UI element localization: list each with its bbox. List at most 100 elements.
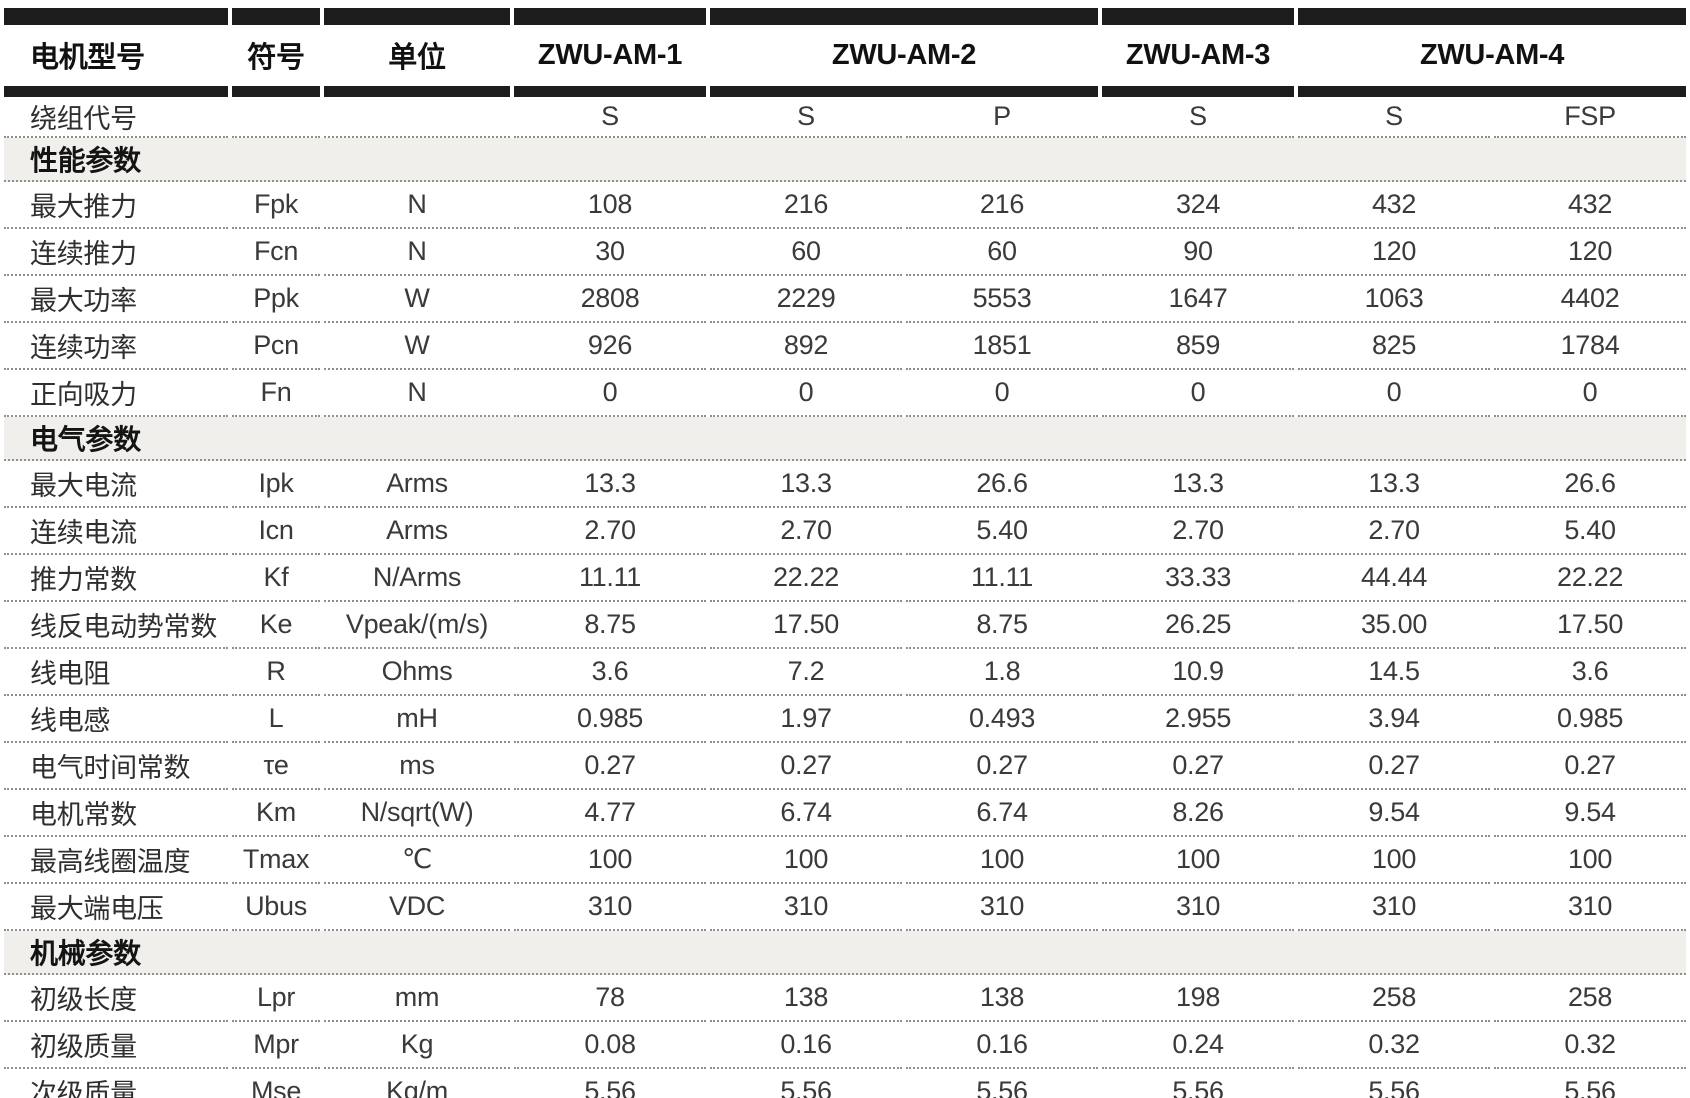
parameter-value: 17.50 — [710, 602, 902, 649]
winding-code-value: S — [710, 97, 902, 138]
section-title: 性能参数 — [4, 138, 1687, 182]
winding-code-value: S — [1298, 97, 1491, 138]
section-row: 性能参数 — [4, 138, 1687, 182]
parameter-value: 3.6 — [1494, 649, 1687, 696]
parameter-unit: ℃ — [324, 837, 510, 884]
parameter-row: 次级质量 Mse Kg/m 5.56 5.56 5.56 5.56 5.56 5.56 — [4, 1069, 1687, 1098]
column-header-unit: 单位 — [324, 8, 510, 97]
parameter-value: 78 — [514, 975, 706, 1022]
parameter-value: 2229 — [710, 276, 902, 323]
parameter-label: 连续功率 — [4, 323, 228, 370]
parameter-label: 线电阻 — [4, 649, 228, 696]
parameter-value: 0.16 — [710, 1022, 902, 1069]
parameter-value: 8.75 — [906, 602, 1099, 649]
parameter-unit: mH — [324, 696, 510, 743]
parameter-value: 120 — [1298, 229, 1491, 276]
parameter-value: 892 — [710, 323, 902, 370]
parameter-value: 8.75 — [514, 602, 706, 649]
parameter-value: 100 — [514, 837, 706, 884]
parameter-value: 13.3 — [710, 461, 902, 508]
parameter-value: 0.27 — [1102, 743, 1295, 790]
column-header-model: 电机型号 — [4, 8, 228, 97]
parameter-value: 1851 — [906, 323, 1099, 370]
parameter-value: 100 — [1494, 837, 1687, 884]
parameter-row: 初级质量 Mpr Kg 0.08 0.16 0.16 0.24 0.32 0.32 — [4, 1022, 1687, 1069]
parameter-label: 线反电动势常数 — [4, 602, 228, 649]
parameter-value: 9.54 — [1298, 790, 1491, 837]
parameter-value: 0.32 — [1494, 1022, 1687, 1069]
parameter-value: 26.25 — [1102, 602, 1295, 649]
parameter-value: 3.6 — [514, 649, 706, 696]
parameter-value: 100 — [1298, 837, 1491, 884]
parameter-value: 310 — [514, 884, 706, 931]
parameter-value: 26.6 — [906, 461, 1099, 508]
winding-code-value: S — [514, 97, 706, 138]
parameter-row: 线电阻 R Ohms 3.6 7.2 1.8 10.9 14.5 3.6 — [4, 649, 1687, 696]
parameter-value: 14.5 — [1298, 649, 1491, 696]
parameter-symbol: Fn — [232, 370, 320, 417]
parameter-unit: ms — [324, 743, 510, 790]
parameter-value: 5.40 — [1494, 508, 1687, 555]
parameter-value: 2808 — [514, 276, 706, 323]
parameter-row: 最高线圈温度 Tmax ℃ 100 100 100 100 100 100 — [4, 837, 1687, 884]
parameter-symbol: Ipk — [232, 461, 320, 508]
parameter-symbol: Tmax — [232, 837, 320, 884]
parameter-value: 2.70 — [1298, 508, 1491, 555]
parameter-label: 电气时间常数 — [4, 743, 228, 790]
parameter-symbol: τe — [232, 743, 320, 790]
parameter-value: 4402 — [1494, 276, 1687, 323]
winding-code-value: S — [1102, 97, 1295, 138]
section-title: 电气参数 — [4, 417, 1687, 461]
parameter-row: 连续电流 Icn Arms 2.70 2.70 5.40 2.70 2.70 5.40 — [4, 508, 1687, 555]
parameter-label: 线电感 — [4, 696, 228, 743]
parameter-label: 最高线圈温度 — [4, 837, 228, 884]
parameter-unit: N — [324, 182, 510, 229]
parameter-value: 138 — [906, 975, 1099, 1022]
parameter-value: 5.56 — [514, 1069, 706, 1098]
parameter-symbol: Ppk — [232, 276, 320, 323]
parameter-value: 926 — [514, 323, 706, 370]
parameter-value: 310 — [1298, 884, 1491, 931]
column-header-model-zwu-am-1: ZWU-AM-1 — [514, 8, 706, 97]
parameter-symbol: Mpr — [232, 1022, 320, 1069]
parameter-value: 5.56 — [710, 1069, 902, 1098]
parameter-value: 310 — [906, 884, 1099, 931]
winding-code-value: FSP — [1494, 97, 1687, 138]
parameter-value: 26.6 — [1494, 461, 1687, 508]
parameter-unit: N/Arms — [324, 555, 510, 602]
parameter-label: 正向吸力 — [4, 370, 228, 417]
parameter-value: 1.97 — [710, 696, 902, 743]
column-header-model-zwu-am-4: ZWU-AM-4 — [1298, 8, 1687, 97]
section-row: 机械参数 — [4, 931, 1687, 975]
parameter-value: 324 — [1102, 182, 1295, 229]
parameter-unit: Arms — [324, 508, 510, 555]
parameter-value: 7.2 — [710, 649, 902, 696]
parameter-unit: N — [324, 370, 510, 417]
parameter-value: 2.70 — [710, 508, 902, 555]
parameter-value: 1647 — [1102, 276, 1295, 323]
parameter-value: 0.27 — [1298, 743, 1491, 790]
parameter-unit: N — [324, 229, 510, 276]
parameter-value: 5553 — [906, 276, 1099, 323]
parameter-value: 11.11 — [514, 555, 706, 602]
parameter-symbol: R — [232, 649, 320, 696]
parameter-value: 5.56 — [906, 1069, 1099, 1098]
parameter-value: 2.955 — [1102, 696, 1295, 743]
parameter-value: 8.26 — [1102, 790, 1295, 837]
parameter-value: 17.50 — [1494, 602, 1687, 649]
parameter-value: 825 — [1298, 323, 1491, 370]
parameter-symbol: Lpr — [232, 975, 320, 1022]
parameter-row: 初级长度 Lpr mm 78 138 138 198 258 258 — [4, 975, 1687, 1022]
parameter-unit: mm — [324, 975, 510, 1022]
parameter-value: 258 — [1494, 975, 1687, 1022]
parameter-value: 258 — [1298, 975, 1491, 1022]
parameter-value: 216 — [710, 182, 902, 229]
winding-code-row: 绕组代号 S S P S S FSP — [4, 97, 1687, 138]
parameter-label: 连续推力 — [4, 229, 228, 276]
parameter-label: 最大端电压 — [4, 884, 228, 931]
column-header-model-zwu-am-2: ZWU-AM-2 — [710, 8, 1099, 97]
parameter-label: 次级质量 — [4, 1069, 228, 1098]
parameter-value: 1063 — [1298, 276, 1491, 323]
parameter-row: 推力常数 Kf N/Arms 11.11 22.22 11.11 33.33 44.44 22.… — [4, 555, 1687, 602]
parameter-symbol: Fpk — [232, 182, 320, 229]
